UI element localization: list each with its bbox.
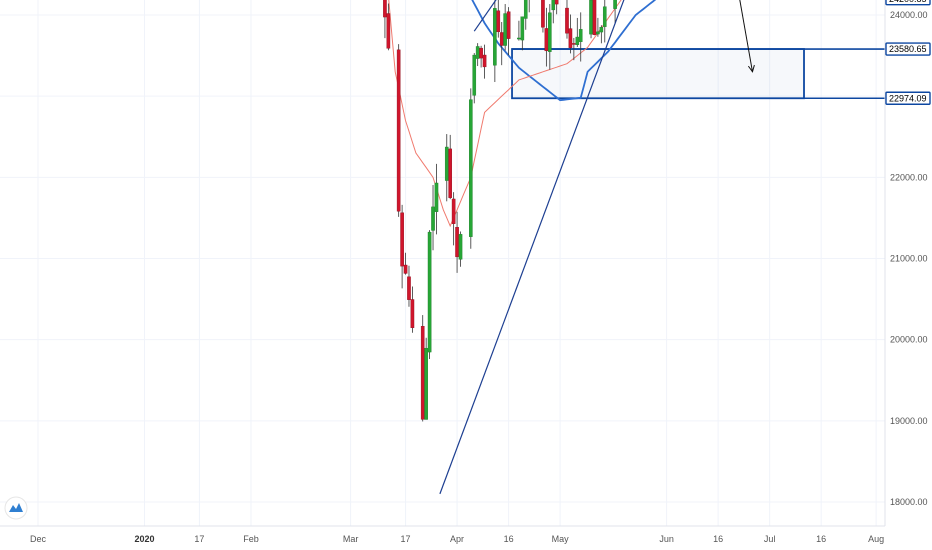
y-tick-label: 24000.00 [890, 10, 928, 20]
candle-body [602, 6, 607, 27]
x-tick-label: Dec [30, 534, 47, 544]
candle-body [496, 10, 501, 33]
candle-body [448, 148, 453, 198]
y-tick-label: 21000.00 [890, 253, 928, 263]
price-tag-label-5: 24200.85 [889, 0, 927, 4]
drawing-tools-layer [439, 0, 755, 495]
y-tick-label: 19000.00 [890, 416, 928, 426]
x-tick-label: 17 [194, 534, 204, 544]
arrow-head-1 [747, 64, 755, 73]
candle-body [613, 0, 617, 9]
candle-body [400, 212, 404, 267]
x-tick-label: 17 [401, 534, 411, 544]
price-tag-box-5 [885, 0, 931, 6]
candle-body [396, 49, 401, 212]
candle-body [472, 54, 477, 96]
x-tick-label: Feb [243, 534, 259, 544]
candle-body [383, 0, 387, 18]
candle-body [596, 31, 600, 35]
candle-body [554, 0, 559, 5]
candle-body [434, 182, 439, 212]
y-tick-label: 18000.00 [890, 497, 928, 507]
candle-body [548, 12, 552, 52]
tradingview-icon-mark [9, 503, 23, 512]
candle-body [444, 146, 449, 181]
x-tick-label: 16 [713, 534, 723, 544]
candle-body [592, 0, 597, 35]
arrow-shaft-1 [739, 0, 753, 72]
x-tick-label: Aug [868, 534, 884, 544]
candle-body [575, 36, 580, 45]
candles-layer [383, 0, 617, 422]
price-tag-box-6 [885, 42, 931, 56]
candle-body [578, 29, 583, 42]
candle-body [503, 13, 507, 46]
price-tag-label-7: 22974.09 [889, 93, 927, 103]
zone-box-2 [511, 48, 805, 100]
candle-body [420, 326, 425, 420]
candle-body [458, 234, 463, 260]
ma-mid-line [471, 0, 657, 102]
y-axis-background [885, 0, 932, 526]
candle-body [541, 0, 545, 28]
candle-body [589, 0, 593, 35]
x-tick-label: 2020 [134, 534, 154, 544]
trend-line-0 [439, 0, 625, 495]
y-axis[interactable]: 18000.00 19000.00 20000.00 21000.00 22000.00… [884, 0, 932, 526]
candle-body [493, 8, 497, 66]
x-tick-label: Jun [659, 534, 674, 544]
candle-body [431, 206, 435, 231]
candle-body [455, 227, 459, 258]
x-tick-label: May [552, 534, 570, 544]
price-tags: US3027551.9727165.3226106.2125669.022478… [885, 0, 931, 105]
tradingview-icon[interactable] [4, 496, 28, 520]
ma-fast-line [388, 0, 622, 228]
zones-layer [0, 0, 885, 526]
candle-body [451, 198, 456, 224]
candle-body [482, 54, 487, 68]
candle-body [479, 47, 483, 59]
candle-body [517, 37, 521, 40]
candle-body [565, 7, 569, 34]
x-tick-label: Mar [343, 534, 359, 544]
x-tick-label: 16 [504, 534, 514, 544]
candle-body [403, 264, 408, 274]
candle-body [469, 99, 473, 237]
candle-body [523, 0, 528, 19]
candle-body [424, 347, 428, 420]
candle-body [520, 16, 525, 41]
candle-body [568, 28, 573, 48]
candle-body [410, 299, 415, 329]
x-axis[interactable]: Dec 2020 17 Feb Mar 17 Apr 16 May Jun 16 Jul 16 Aug [0, 525, 885, 544]
x-tick-label: Jul [764, 534, 776, 544]
candle-body [551, 0, 556, 11]
moving-averages [388, 0, 657, 228]
candle-body [407, 276, 411, 300]
candle-body [572, 43, 576, 45]
y-tick-label: 22000.00 [890, 172, 928, 182]
candle-body [599, 27, 604, 33]
candle-body [506, 11, 511, 39]
candle-body [544, 28, 549, 52]
candle-body [427, 231, 432, 353]
x-tick-label: 16 [816, 534, 826, 544]
price-tag-box-7 [885, 91, 931, 105]
candle-body [475, 46, 480, 59]
tradingview-icon-circle [4, 496, 28, 520]
candle-body [499, 32, 504, 46]
price-tag-label-6: 23580.65 [889, 44, 927, 54]
y-tick-label: 20000.00 [890, 335, 928, 345]
x-tick-label: Apr [450, 534, 464, 544]
candle-body [386, 13, 391, 49]
